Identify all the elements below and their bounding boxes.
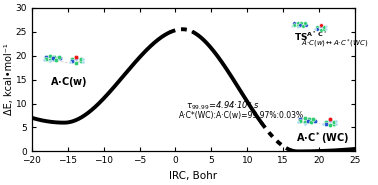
Text: A·C*(WC):A·C(w)=99.97%:0.03%: A·C*(WC):A·C(w)=99.97%:0.03% — [179, 111, 304, 120]
X-axis label: IRC, Bohr: IRC, Bohr — [169, 171, 217, 181]
Text: $A{\cdot}C(w){\leftrightarrow}A{\cdot}C^*(WC)$: $A{\cdot}C(w){\leftrightarrow}A{\cdot}C^… — [301, 37, 369, 50]
Text: $\bf{A{\cdot}C^*(WC)}$: $\bf{A{\cdot}C^*(WC)}$ — [296, 130, 349, 146]
Text: $\bf{A{\cdot}C(w)}$: $\bf{A{\cdot}C(w)}$ — [51, 75, 88, 89]
Y-axis label: ΔE, kcal•mol⁻¹: ΔE, kcal•mol⁻¹ — [4, 44, 14, 115]
Text: $\tau_{99.99}$=4.94·10² s: $\tau_{99.99}$=4.94·10² s — [186, 100, 260, 112]
Text: $\bf{TS}^{A^*\ C^*}$: $\bf{TS}^{A^*\ C^*}$ — [294, 30, 328, 43]
